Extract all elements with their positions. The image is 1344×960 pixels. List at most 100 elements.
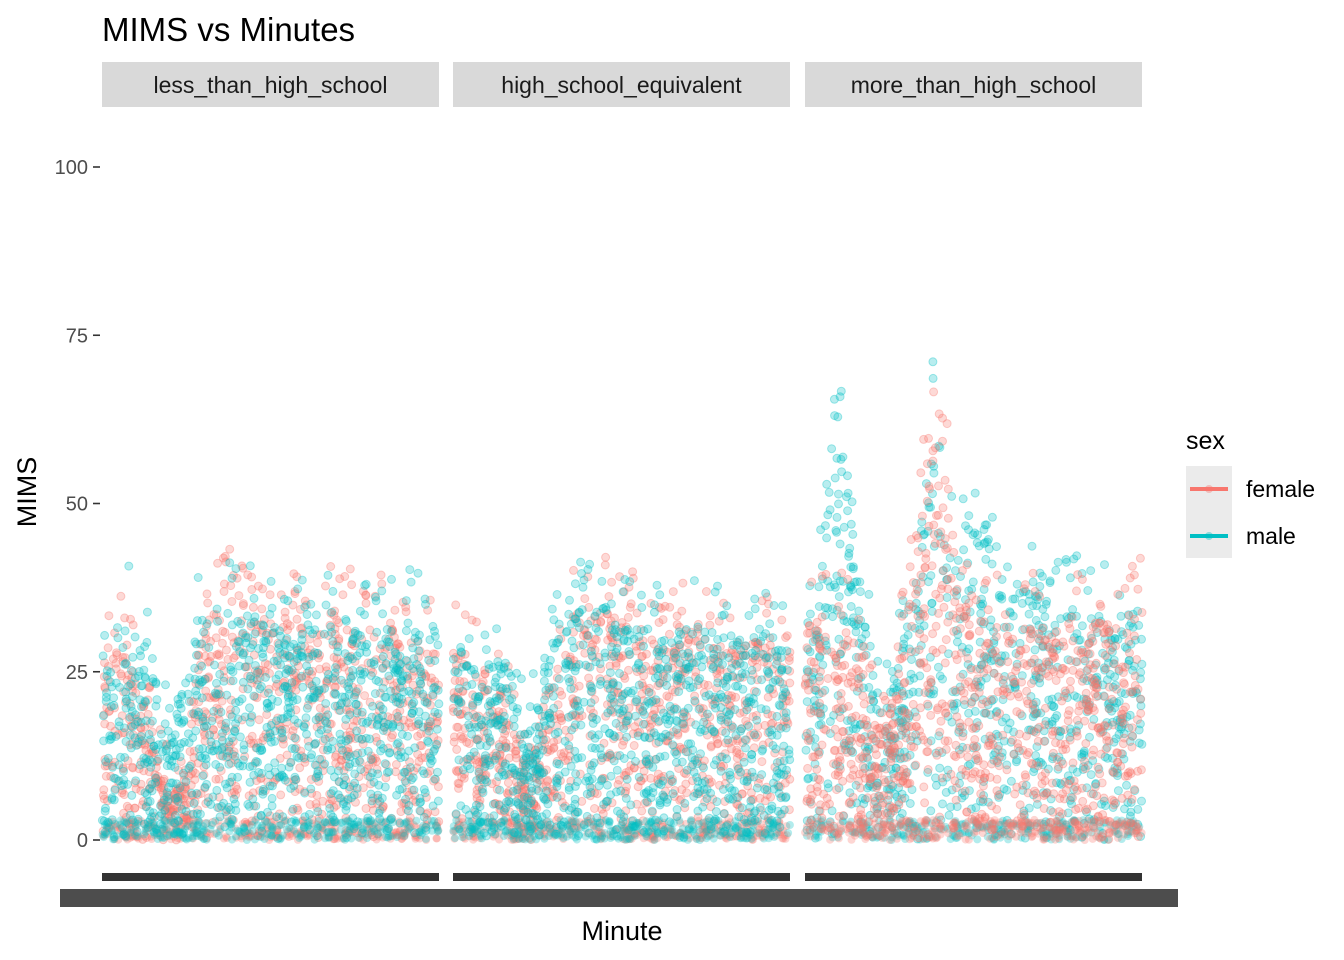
data-point-female xyxy=(238,601,248,610)
data-point-male xyxy=(717,611,727,621)
data-point-male xyxy=(834,499,843,509)
data-point-male xyxy=(343,682,353,691)
data-point-male xyxy=(752,783,762,793)
data-point-male xyxy=(708,664,718,674)
data-point-female xyxy=(285,621,295,631)
data-point-male xyxy=(310,760,320,770)
data-point-female xyxy=(181,783,191,793)
data-point-male xyxy=(519,792,529,802)
data-point-male xyxy=(609,652,619,661)
data-point-male xyxy=(200,782,210,792)
data-point-female xyxy=(256,774,266,784)
data-point-female xyxy=(280,613,290,623)
data-point-male xyxy=(665,770,675,780)
data-point-male xyxy=(245,703,254,713)
data-point-female xyxy=(143,709,153,719)
data-point-male xyxy=(692,789,702,799)
data-point-female xyxy=(213,558,223,568)
data-point-male xyxy=(122,818,131,827)
data-point-male xyxy=(197,615,207,625)
data-point-male xyxy=(303,620,313,630)
data-point-female xyxy=(200,629,210,639)
data-point-male xyxy=(424,737,433,747)
data-point-female xyxy=(336,793,346,803)
data-point-male xyxy=(372,721,382,730)
data-point-female xyxy=(110,726,120,736)
data-point-male xyxy=(363,717,373,726)
data-point-male xyxy=(508,786,518,796)
data-point-male xyxy=(217,736,227,746)
data-point-female xyxy=(227,597,237,606)
data-point-male xyxy=(465,832,474,841)
data-point-female xyxy=(205,656,215,666)
data-point-female xyxy=(209,610,219,619)
data-point-male xyxy=(285,642,295,652)
data-point-male xyxy=(472,776,481,785)
data-point-male xyxy=(557,830,566,839)
data-point-female xyxy=(368,755,377,765)
data-point-male xyxy=(98,651,108,661)
data-point-female xyxy=(258,584,267,594)
data-point-female xyxy=(325,732,334,742)
data-point-male xyxy=(221,724,230,734)
data-point-male xyxy=(325,803,335,813)
data-point-female xyxy=(163,809,173,819)
data-point-male xyxy=(202,835,211,844)
data-point-male xyxy=(160,719,170,729)
data-point-female xyxy=(335,761,345,771)
data-point-male xyxy=(756,704,766,714)
data-point-female xyxy=(391,685,401,695)
data-point-female xyxy=(302,668,312,678)
data-point-female xyxy=(260,786,270,796)
data-point-male xyxy=(469,805,479,815)
data-point-male xyxy=(672,725,681,734)
data-point-male xyxy=(176,739,186,749)
data-point-male xyxy=(639,719,648,729)
data-point-female xyxy=(312,790,322,800)
data-point-female xyxy=(213,709,223,719)
data-point-male xyxy=(540,695,550,705)
data-point-male xyxy=(764,653,774,663)
data-point-male xyxy=(665,731,675,741)
data-point-female xyxy=(175,791,185,801)
data-point-male xyxy=(249,593,259,603)
data-point-male xyxy=(311,610,321,620)
data-point-male xyxy=(746,675,756,685)
data-point-female xyxy=(305,800,315,809)
data-point-female xyxy=(258,625,268,635)
data-point-female xyxy=(158,835,168,845)
data-point-female xyxy=(226,581,236,591)
data-point-male xyxy=(193,829,202,838)
data-point-male xyxy=(202,721,212,731)
data-point-female xyxy=(369,832,378,842)
data-point-male xyxy=(470,669,480,679)
data-point-male xyxy=(562,626,572,636)
data-point-male xyxy=(619,812,629,822)
data-point-male xyxy=(547,604,557,614)
data-point-female xyxy=(396,807,406,817)
data-point-male xyxy=(373,769,383,779)
data-point-male xyxy=(699,655,709,665)
data-point-female xyxy=(125,680,135,690)
data-point-female xyxy=(170,797,180,806)
strip-label: less_than_high_school xyxy=(153,72,387,98)
points xyxy=(97,544,444,845)
data-point-female xyxy=(216,690,226,700)
data-point-male xyxy=(428,690,438,700)
data-point-female xyxy=(238,684,248,694)
data-point-male xyxy=(360,642,370,652)
data-point-female xyxy=(204,793,213,803)
data-point-female xyxy=(131,784,141,794)
data-point-male xyxy=(539,794,549,804)
data-point-male xyxy=(344,762,354,772)
data-point-female xyxy=(152,779,162,789)
data-point-male xyxy=(242,611,252,621)
data-point-male xyxy=(115,682,125,692)
data-point-female xyxy=(399,831,409,841)
data-point-male xyxy=(574,623,584,633)
data-point-male xyxy=(198,771,208,781)
data-point-male xyxy=(328,586,338,596)
data-point-female xyxy=(211,774,221,784)
data-point-male xyxy=(311,715,321,725)
data-point-male xyxy=(119,723,129,733)
